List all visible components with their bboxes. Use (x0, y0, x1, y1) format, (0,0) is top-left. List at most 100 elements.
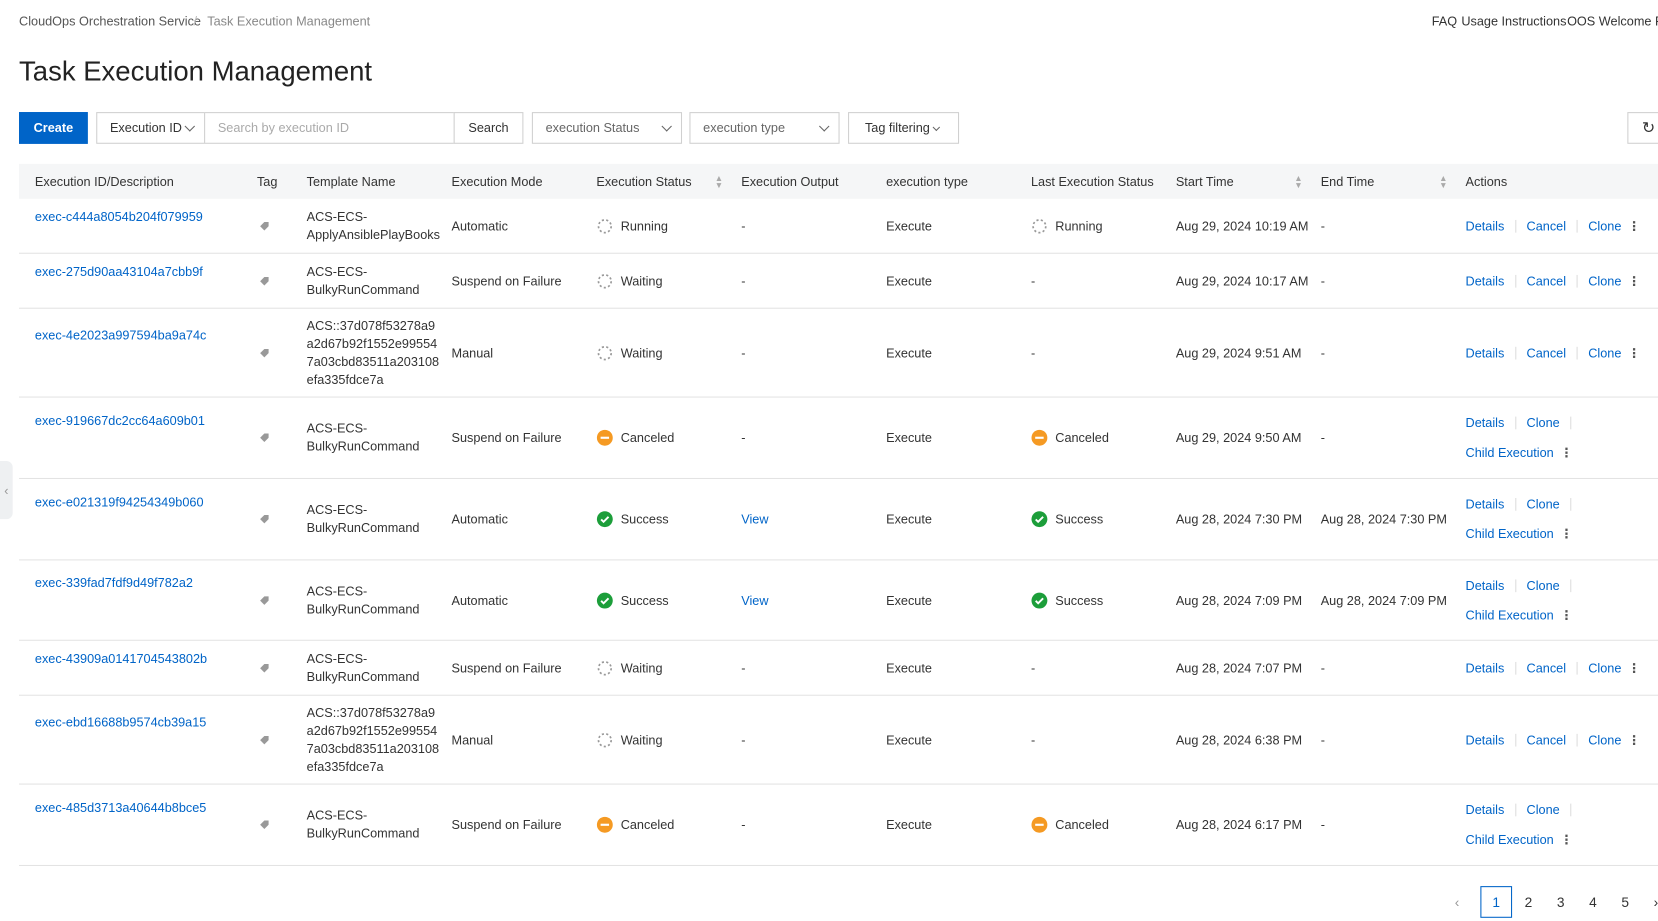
status-filter[interactable]: execution Status (532, 112, 682, 144)
action-link[interactable]: Child Execution (1466, 527, 1554, 542)
action-link[interactable]: Clone (1527, 803, 1560, 818)
action-link[interactable]: Details (1466, 218, 1505, 233)
table-cell: - (741, 696, 745, 784)
start-time: Aug 28, 2024 6:17 PM (1176, 817, 1302, 832)
action-link[interactable]: Details (1466, 660, 1505, 675)
search-input[interactable]: Search by execution ID (204, 112, 455, 144)
sort-icon[interactable]: ▲▼ (715, 164, 723, 199)
action-link[interactable]: Details (1466, 497, 1505, 512)
tag-icon[interactable] (259, 275, 270, 286)
more-menu[interactable]: ⋮ (1628, 218, 1641, 233)
tag-icon[interactable] (259, 220, 270, 231)
action-link[interactable]: Details (1466, 416, 1505, 431)
action-link[interactable]: Child Execution (1466, 832, 1554, 847)
next-page[interactable]: › (1640, 886, 1658, 918)
refresh-button[interactable]: ↻ (1627, 112, 1658, 144)
type-filter[interactable]: execution type (689, 112, 839, 144)
end-time: Aug 28, 2024 7:09 PM (1321, 593, 1447, 608)
action-link[interactable]: Details (1466, 345, 1505, 360)
more-menu[interactable]: ⋮ (1560, 607, 1573, 622)
execution-output[interactable]: View (741, 512, 768, 527)
action-link[interactable]: Clone (1588, 732, 1621, 747)
execution-output: - (741, 345, 745, 360)
table-cell: Details Cancel Clone ⋮ (1466, 641, 1641, 695)
page-number[interactable]: 1 (1480, 886, 1512, 918)
more-menu[interactable]: ⋮ (1628, 273, 1641, 288)
action-link[interactable]: Clone (1527, 416, 1560, 431)
status-icon (596, 272, 613, 289)
search-button[interactable]: Search (454, 112, 524, 144)
action-link[interactable]: Cancel (1527, 273, 1567, 288)
action-link[interactable]: Clone (1527, 578, 1560, 593)
action-link[interactable]: Cancel (1527, 345, 1567, 360)
execution-output: - (741, 218, 745, 233)
tag-icon[interactable] (259, 432, 270, 443)
action-link[interactable]: Clone (1588, 660, 1621, 675)
prev-page[interactable]: ‹ (1441, 886, 1473, 918)
page-number[interactable]: 4 (1577, 886, 1609, 918)
search-field-select[interactable]: Execution ID (96, 112, 205, 144)
tag-icon[interactable] (259, 819, 270, 830)
execution-id-link[interactable]: exec-e021319f94254349b060 (35, 494, 204, 509)
table-cell: Aug 28, 2024 7:09 PM (1176, 560, 1302, 639)
start-time: Aug 29, 2024 10:17 AM (1176, 273, 1309, 288)
action-link[interactable]: Details (1466, 273, 1505, 288)
action-link[interactable]: Details (1466, 803, 1505, 818)
action-link[interactable]: Details (1466, 732, 1505, 747)
status-icon (596, 816, 613, 833)
page-number[interactable]: 3 (1545, 886, 1577, 918)
top-link[interactable]: Usage Instructions (1461, 14, 1566, 29)
end-time: - (1321, 345, 1325, 360)
action-link[interactable]: Clone (1588, 345, 1621, 360)
page-number[interactable]: 5 (1609, 886, 1641, 918)
action-link[interactable]: Clone (1527, 497, 1560, 512)
tag-icon[interactable] (259, 514, 270, 525)
execution-id-link[interactable]: exec-4e2023a997594ba9a74c (35, 328, 206, 343)
action-link[interactable]: Child Execution (1466, 607, 1554, 622)
tag-filter[interactable]: Tag filtering (848, 112, 959, 144)
actions: Details Cancel Clone ⋮ (1466, 273, 1641, 288)
actions: Details Clone Child Execution ⋮ (1466, 497, 1582, 541)
action-link[interactable]: Cancel (1527, 732, 1567, 747)
sort-icon[interactable]: ▲▼ (1294, 164, 1302, 199)
table-cell: ACS-ECS-BulkyRunCommand (307, 398, 442, 478)
more-menu[interactable]: ⋮ (1628, 345, 1641, 360)
table-cell: - (741, 785, 745, 865)
action-link[interactable]: Details (1466, 578, 1505, 593)
more-menu[interactable]: ⋮ (1628, 660, 1641, 675)
tag-icon[interactable] (259, 347, 270, 358)
execution-id-link[interactable]: exec-275d90aa43104a7cbb9f (35, 264, 203, 279)
action-link[interactable]: Cancel (1527, 218, 1567, 233)
action-link[interactable]: Clone (1588, 218, 1621, 233)
more-menu[interactable]: ⋮ (1560, 832, 1573, 847)
tag-icon[interactable] (259, 734, 270, 745)
execution-id-link[interactable]: exec-919667dc2cc64a609b01 (35, 413, 205, 428)
table-cell: - (1031, 309, 1035, 397)
top-link[interactable]: OOS Welcome Pa (1567, 14, 1658, 29)
table-cell: Aug 28, 2024 7:07 PM (1176, 641, 1302, 695)
side-toggle[interactable]: ‹ (0, 461, 13, 519)
more-menu[interactable]: ⋮ (1628, 732, 1641, 747)
execution-id-link[interactable]: exec-c444a8054b204f079959 (35, 209, 203, 224)
table-cell: exec-275d90aa43104a7cbb9f (35, 254, 203, 308)
execution-id-link[interactable]: exec-339fad7fdf9d49f782a2 (35, 575, 193, 590)
column-header: Template Name (307, 164, 396, 199)
breadcrumb-link[interactable]: CloudOps Orchestration Service (19, 14, 201, 29)
more-menu[interactable]: ⋮ (1560, 445, 1573, 460)
sort-icon[interactable]: ▲▼ (1439, 164, 1447, 199)
execution-output[interactable]: View (741, 593, 768, 608)
action-link[interactable]: Child Execution (1466, 445, 1554, 460)
execution-id-link[interactable]: exec-485d3713a40644b8bce5 (35, 800, 206, 815)
page-number[interactable]: 2 (1513, 886, 1545, 918)
tag-icon[interactable] (259, 662, 270, 673)
top-link[interactable]: FAQ (1432, 14, 1457, 29)
execution-id-link[interactable]: exec-ebd16688b9574cb39a15 (35, 715, 206, 730)
create-button[interactable]: Create (19, 112, 88, 144)
execution-id-link[interactable]: exec-43909a0141704543802b (35, 651, 207, 666)
column-header: Execution Output (741, 164, 838, 199)
action-link[interactable]: Cancel (1527, 660, 1567, 675)
action-link[interactable]: Clone (1588, 273, 1621, 288)
more-menu[interactable]: ⋮ (1560, 527, 1573, 542)
tag-icon[interactable] (259, 595, 270, 606)
table-cell: ACS-ECS-BulkyRunCommand (307, 479, 442, 559)
